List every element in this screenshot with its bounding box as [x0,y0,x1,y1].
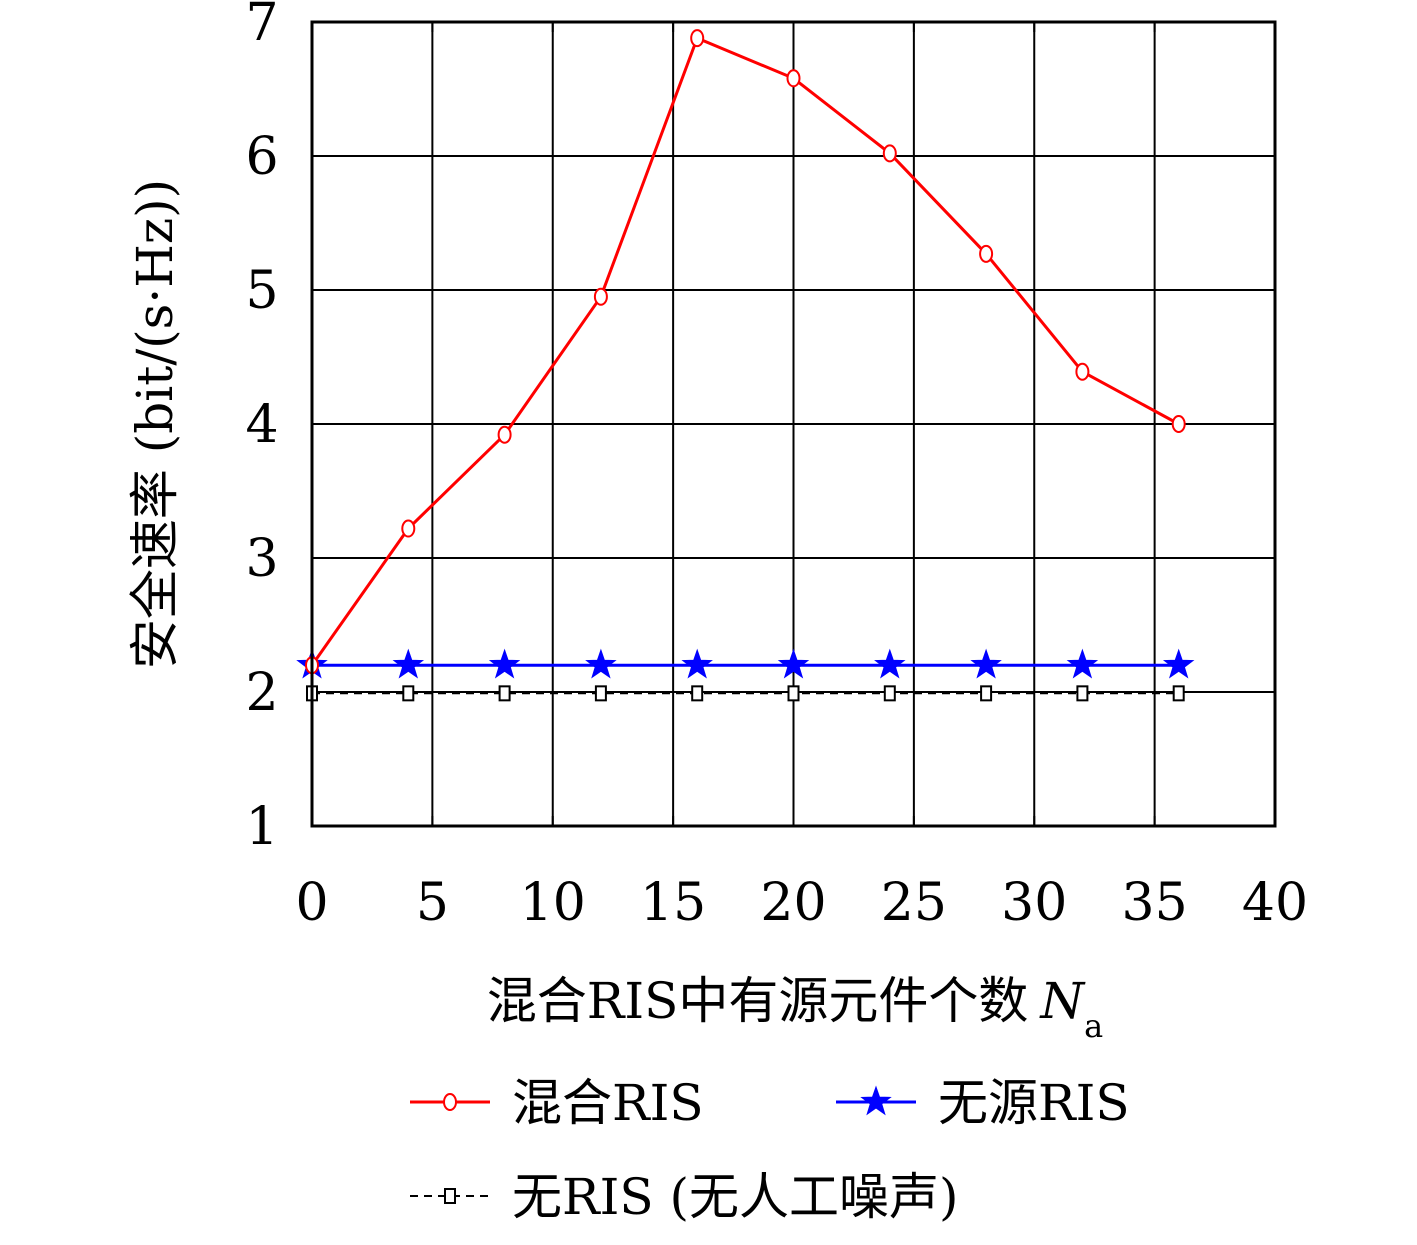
data-point-square [402,685,415,702]
y-tick-label: 2 [245,663,278,723]
data-point-circle [1171,415,1186,433]
data-point-square [1076,685,1089,702]
data-point-star [681,648,713,679]
data-point-star [1066,648,1099,679]
plot-frame [310,20,1277,828]
data-point-star [392,648,425,679]
series-0 [305,29,1186,675]
x-tick-label: 5 [416,873,449,933]
y-tick-label: 3 [245,529,278,589]
legend-label: 无源RIS [938,1074,1130,1132]
data-point-circle [1075,362,1090,381]
legend: 混合RIS 无源RIS 无RIS (无人工噪声) [410,1074,1130,1226]
data-point-square [980,685,993,702]
x-tick-label: 10 [520,873,586,933]
data-point-square [883,685,896,702]
data-point-star [1162,648,1195,679]
y-axis-title: 安全速率 (bit/(s·Hz)) [126,179,184,669]
data-point-circle [979,244,994,263]
data-point-star [970,648,1002,679]
data-point-star [874,648,906,679]
data-point-star [488,648,521,679]
series-group [296,29,1195,702]
x-axis-title: 混合RIS中有源元件个数 Na [487,972,1103,1045]
data-point-square [594,685,607,702]
series-line [310,36,1180,667]
x-tick-label: 40 [1242,873,1308,933]
x-tick-label: 25 [881,873,947,933]
legend-item-1: 无源RIS [836,1074,1130,1132]
data-point-square [691,685,704,702]
legend-label: 混合RIS [512,1074,704,1132]
series-1 [296,648,1195,679]
data-point-circle [786,69,801,88]
y-tick-label: 7 [245,0,278,53]
y-tick-label: 1 [245,797,278,857]
x-tick-label: 0 [295,873,328,933]
data-point-square [444,1188,456,1204]
x-axis-title-subscript: a [1084,1007,1103,1045]
data-point-square [787,685,800,702]
data-point-star [860,1085,892,1116]
data-point-star [777,648,810,679]
data-point-circle [593,287,608,306]
tick-labels: 0 5 10 15 20 25 30 35 40 1 2 3 4 5 6 7 [245,0,1308,933]
x-axis-title-symbol: N [1039,972,1086,1030]
x-tick-label: 15 [640,873,706,933]
legend-item-0: 混合RIS [410,1074,704,1132]
y-tick-label: 4 [245,395,278,455]
x-tick-label: 30 [1001,873,1067,933]
y-tick-label: 6 [245,127,278,187]
grid [311,21,1276,827]
series-2 [306,685,1185,702]
x-tick-label: 20 [760,873,826,933]
data-point-circle [497,425,512,444]
data-point-square [1172,685,1185,702]
data-point-circle [690,29,705,48]
data-point-circle [401,519,416,538]
legend-label: 无RIS (无人工噪声) [512,1168,959,1226]
data-point-square [498,685,511,702]
data-point-star [585,648,617,679]
legend-item-2: 无RIS (无人工噪声) [410,1168,959,1226]
data-point-circle [882,144,897,163]
data-point-circle [443,1093,457,1111]
x-tick-label: 35 [1122,873,1188,933]
x-axis-title-text: 混合RIS中有源元件个数 [487,972,1029,1030]
y-tick-label: 5 [245,261,278,321]
